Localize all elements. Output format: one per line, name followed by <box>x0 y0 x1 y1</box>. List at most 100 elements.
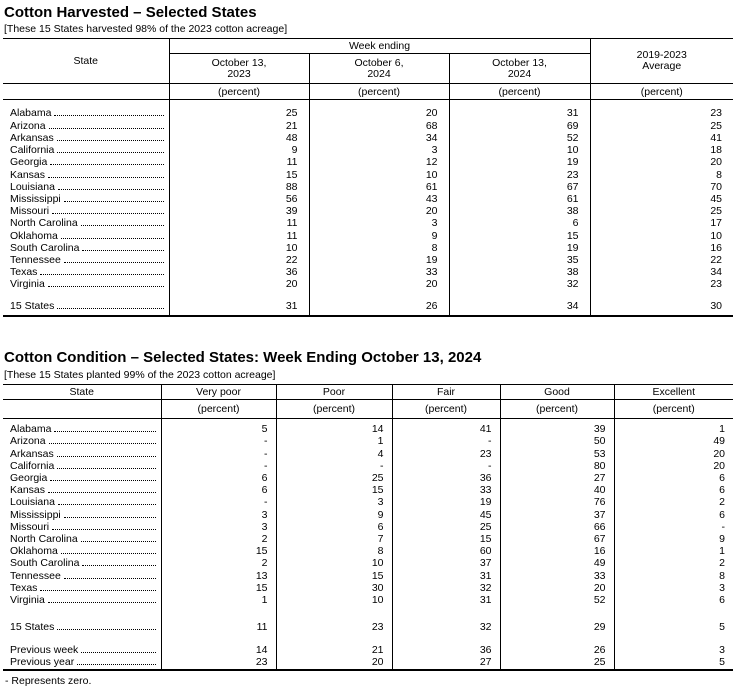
state-label: Kansas <box>10 484 46 497</box>
value-cell: 2 <box>613 557 733 570</box>
spacer-row <box>3 633 733 644</box>
dotted-leader <box>56 139 164 141</box>
value-cell: - <box>613 520 733 534</box>
dotted-leader <box>81 651 156 653</box>
table-row: California - - - 80 20 <box>3 459 733 473</box>
state-cell: Virginia <box>3 594 161 606</box>
value-cell: 9 <box>308 229 449 242</box>
value-cell: 9 <box>168 144 309 157</box>
state-label: South Carolina <box>10 241 80 254</box>
value-cell: 38 <box>448 205 590 218</box>
state-label: Alabama <box>10 423 52 436</box>
value-cell: 5 <box>613 656 733 669</box>
value-cell: 34 <box>308 131 449 145</box>
previous-label: Previous year <box>10 656 75 669</box>
state-label: Mississippi <box>10 192 61 205</box>
value-cell: 27 <box>499 472 614 485</box>
value-cell: - <box>160 435 276 448</box>
value-cell: 34 <box>448 299 590 312</box>
value-cell: 1 <box>613 545 733 558</box>
unit-label: (percent) <box>499 399 614 419</box>
table-row: Arkansas 48 34 52 41 <box>3 131 733 145</box>
previous-row: Previous year 23 20 27 25 5 <box>3 656 733 669</box>
value-cell: 52 <box>499 594 614 607</box>
value-cell: 4 <box>275 447 392 460</box>
condition-previous-section: Previous week 14 21 36 26 3 Previous yea… <box>3 643 733 669</box>
value-cell: 37 <box>499 508 614 521</box>
state-cell: South Carolina <box>3 557 161 569</box>
value-cell: 20 <box>613 447 733 460</box>
table-row: Arkansas - 4 23 53 20 <box>3 447 733 460</box>
state-label: Arkansas <box>10 131 54 144</box>
value-cell: 1 <box>160 594 276 607</box>
value-cell: 35 <box>448 253 590 267</box>
state-label: Mississippi <box>10 508 61 521</box>
state-cell: Texas <box>3 266 169 278</box>
value-cell: 3 <box>613 581 733 595</box>
value-cell: 20 <box>613 459 733 473</box>
value-cell: 33 <box>308 266 449 279</box>
state-label: Virginia <box>10 278 45 291</box>
value-cell: 15 <box>160 581 276 595</box>
dotted-leader <box>40 589 156 591</box>
state-label: Oklahoma <box>10 229 58 242</box>
value-cell: 8 <box>275 545 392 558</box>
total-label: 15 States <box>10 299 55 312</box>
value-cell: 13 <box>160 569 276 582</box>
value-cell: 2 <box>613 496 733 509</box>
value-cell: 16 <box>589 241 733 254</box>
value-cell: 36 <box>168 266 309 279</box>
value-cell: 31 <box>391 569 500 582</box>
value-cell: 7 <box>275 533 392 546</box>
value-cell: 39 <box>499 418 614 436</box>
dotted-leader <box>54 115 164 117</box>
value-cell: 23 <box>275 621 392 634</box>
table-row: Georgia 11 12 19 20 <box>3 156 733 169</box>
value-cell: 25 <box>589 119 733 132</box>
value-cell: 53 <box>499 447 614 460</box>
dotted-leader <box>50 164 164 166</box>
state-label: California <box>10 459 55 472</box>
value-cell: - <box>391 435 500 448</box>
table-row: Oklahoma 11 9 15 10 <box>3 229 733 242</box>
value-cell: 10 <box>308 168 449 181</box>
state-cell: Kansas <box>3 484 161 496</box>
spacer-row <box>3 311 733 316</box>
dotted-leader <box>77 664 156 666</box>
value-cell: 52 <box>448 131 590 145</box>
value-cell: 6 <box>613 594 733 607</box>
value-cell: 10 <box>448 144 590 157</box>
state-label: South Carolina <box>10 557 80 570</box>
total-label: 15 States <box>10 621 55 634</box>
column-header-good: Good <box>499 384 614 400</box>
spacer-row <box>3 290 733 300</box>
value-cell: 19 <box>448 156 590 169</box>
dotted-leader <box>57 152 164 154</box>
state-label: Arkansas <box>10 447 54 460</box>
state-label: Louisiana <box>10 496 55 509</box>
dotted-leader <box>48 176 164 178</box>
value-cell: 20 <box>275 656 392 669</box>
unit-label: (percent) <box>308 83 449 100</box>
state-label: Louisiana <box>10 180 55 193</box>
value-cell: 31 <box>448 99 590 120</box>
table-row: Missouri 39 20 38 25 <box>3 205 733 218</box>
state-label: Kansas <box>10 168 46 181</box>
table-row: Texas 36 33 38 34 <box>3 266 733 279</box>
dotted-leader <box>47 286 164 288</box>
value-cell: 80 <box>499 459 614 473</box>
state-label: Arizona <box>10 119 46 132</box>
state-label: North Carolina <box>10 533 78 546</box>
value-cell: 68 <box>308 119 449 132</box>
dotted-leader <box>47 602 156 604</box>
state-cell: Previous week <box>3 644 161 656</box>
state-cell: Tennessee <box>3 254 169 266</box>
state-label: Virginia <box>10 594 45 607</box>
value-cell: 30 <box>589 299 733 312</box>
value-cell: 32 <box>391 581 500 595</box>
state-cell: 15 States <box>3 621 161 633</box>
dotted-leader <box>52 528 156 530</box>
value-cell: 11 <box>168 229 309 242</box>
value-cell: 19 <box>448 241 590 254</box>
